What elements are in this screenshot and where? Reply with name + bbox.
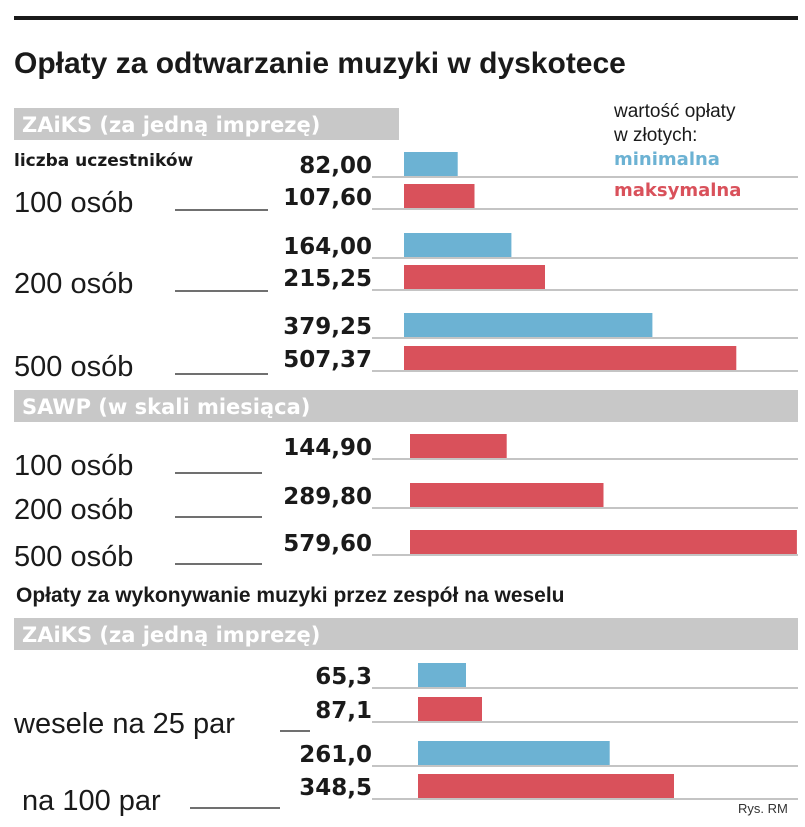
bar-max xyxy=(410,483,604,507)
chart-marks: 100 osób 82,00 107,60 200 osób 164,00 215,25 5… xyxy=(13,152,798,817)
band-sawp xyxy=(14,390,798,422)
bar-max xyxy=(404,265,545,289)
credit: Rys. RM xyxy=(738,801,788,816)
value-label: 65,3 xyxy=(315,664,372,690)
value-label: 87,1 xyxy=(315,698,372,724)
bar-max xyxy=(404,346,737,370)
legend-title-line1: wartość opłaty xyxy=(613,101,736,122)
category-label: 500 osób xyxy=(14,541,133,573)
bar-max xyxy=(410,434,507,458)
bar-min xyxy=(404,152,458,176)
bar-min xyxy=(404,233,512,257)
column-label: liczba uczestników xyxy=(14,151,193,171)
bar-max xyxy=(404,184,475,208)
category-label: 100 osób xyxy=(14,187,133,219)
band-zaiks-disco-title: ZAiKS (za jedną imprezę) xyxy=(22,113,320,137)
value-label: 507,37 xyxy=(283,347,372,373)
legend-max-label: maksymalna xyxy=(614,180,741,201)
value-label: 144,90 xyxy=(283,435,372,461)
category-label: na 100 par xyxy=(22,785,161,817)
category-label: 200 osób xyxy=(14,268,133,300)
bar-max xyxy=(410,530,797,554)
category-label: 100 osób xyxy=(14,450,133,482)
value-label: 348,5 xyxy=(299,775,372,801)
bar-min xyxy=(418,663,466,687)
top-rule xyxy=(14,16,798,20)
category-label: wesele na 25 par xyxy=(13,708,235,740)
category-label: 500 osób xyxy=(14,351,133,383)
bar-min xyxy=(404,313,653,337)
value-label: 215,25 xyxy=(283,266,372,292)
value-label: 82,00 xyxy=(299,153,372,179)
band-sawp-title: SAWP (w skali miesiąca) xyxy=(22,395,310,419)
legend-min-label: minimalna xyxy=(614,149,720,170)
band-zaiks-disco xyxy=(14,108,399,140)
bar-max xyxy=(418,697,482,721)
main-title: Opłaty za odtwarzanie muzyki w dyskotece xyxy=(14,47,626,80)
legend-title-line2: w złotych: xyxy=(613,125,697,146)
value-label: 164,00 xyxy=(283,234,372,260)
bar-min xyxy=(418,741,610,765)
band-zaiks-wedding-title: ZAiKS (za jedną imprezę) xyxy=(22,623,320,647)
value-label: 579,60 xyxy=(283,531,372,557)
band-zaiks-wedding xyxy=(14,618,798,650)
category-label: 200 osób xyxy=(14,494,133,526)
bar-max xyxy=(418,774,674,798)
value-label: 107,60 xyxy=(283,185,372,211)
value-label: 289,80 xyxy=(283,484,372,510)
value-label: 379,25 xyxy=(283,314,372,340)
wedding-subtitle: Opłaty za wykonywanie muzyki przez zespó… xyxy=(16,584,565,607)
value-label: 261,0 xyxy=(299,742,372,768)
